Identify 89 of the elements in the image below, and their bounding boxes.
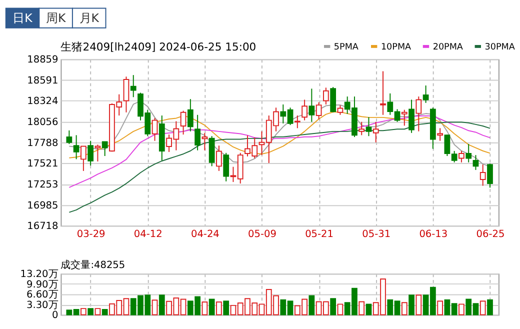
- bar: [158, 294, 165, 316]
- y-tick-label: 13.20万: [20, 269, 58, 280]
- candlestick: [330, 86, 336, 113]
- candlestick: [372, 121, 379, 143]
- bar: [330, 298, 336, 316]
- bar: [216, 302, 222, 316]
- x-tick-label: 05-31: [362, 228, 391, 240]
- candlestick: [316, 102, 322, 120]
- bar: [94, 308, 101, 316]
- y-tick-label: 16985: [27, 200, 58, 212]
- candlestick: [88, 140, 94, 166]
- candlestick: [216, 145, 222, 172]
- candlestick: [152, 118, 158, 142]
- text: 周K: [46, 10, 66, 25]
- candlestick: [472, 154, 479, 170]
- x-tick-label: 05-21: [305, 228, 334, 240]
- candlestick: [223, 152, 230, 182]
- candlestick: [308, 88, 315, 122]
- text: 月K: [79, 10, 100, 25]
- candlestick: [73, 134, 80, 160]
- legend-label: 10PMA: [380, 42, 412, 52]
- legend-label: 20PMA: [432, 42, 463, 52]
- bar: [337, 304, 344, 316]
- chart-title: 生猪2409[lh2409] 2024-06-25 15:00: [60, 40, 256, 54]
- chart-title: 成交量:48255: [60, 258, 126, 271]
- y-tick-label: 18324: [27, 96, 58, 108]
- y-tick-label: 16718: [27, 221, 58, 232]
- bar: [88, 308, 94, 316]
- candlestick: [358, 121, 365, 136]
- y-tick-label: 17521: [27, 158, 58, 170]
- legend-label: 5PMA: [334, 42, 358, 52]
- bar: [416, 294, 422, 316]
- x-tick-label: 03-29: [76, 228, 106, 240]
- x-tick-label: 05-09: [248, 228, 276, 240]
- candlestick: [466, 144, 472, 163]
- candlestick: [458, 150, 464, 163]
- y-tick-label: 17253: [27, 180, 58, 190]
- candlestick: [323, 87, 329, 105]
- candlestick: [366, 116, 372, 137]
- bar: [80, 308, 86, 316]
- candlestick: [480, 164, 486, 186]
- bar: [152, 300, 158, 316]
- candlestick: [94, 144, 101, 162]
- bar: [366, 304, 372, 316]
- candlestick: [337, 104, 344, 116]
- bar: [223, 300, 230, 316]
- candlestick: [194, 114, 200, 151]
- y-tick-label: 18591: [27, 75, 58, 86]
- x-tick-label: 04-24: [190, 228, 220, 240]
- bar: [208, 298, 215, 316]
- bar: [358, 301, 365, 316]
- bar: [408, 294, 414, 316]
- bar: [480, 300, 486, 316]
- bar: [401, 302, 408, 316]
- candlestick: [487, 163, 493, 188]
- y-tick-label: 0: [52, 310, 58, 322]
- candlestick: [202, 132, 208, 151]
- bar: [308, 295, 315, 316]
- y-tick-label: 6.60万: [26, 290, 58, 301]
- y-tick-label: 9.90万: [26, 279, 58, 290]
- text: 日K: [12, 10, 33, 25]
- candlestick: [66, 130, 72, 145]
- candlestick: [416, 96, 422, 132]
- candlestick: [130, 74, 136, 98]
- candlestick: [437, 128, 444, 142]
- bar: [102, 309, 108, 316]
- candlestick: [102, 141, 108, 156]
- x-tick-label: 04-12: [134, 228, 162, 240]
- candlestick: [422, 84, 429, 104]
- candlestick: [180, 110, 186, 136]
- y-tick-label: 18056: [27, 117, 58, 128]
- y-tick-label: 17788: [27, 138, 58, 149]
- y-tick-label: 18859: [27, 54, 58, 66]
- candlestick: [302, 99, 308, 121]
- legend-label: 30PMA: [484, 42, 515, 52]
- x-tick-label: 06-13: [419, 228, 448, 240]
- candlestick: [187, 98, 194, 132]
- candlestick: [80, 146, 86, 172]
- x-tick-label: 06-25: [476, 228, 505, 240]
- candlestick: [408, 99, 414, 134]
- y-tick-label: 3.30万: [26, 300, 58, 311]
- bar: [202, 302, 208, 316]
- candlestick: [380, 70, 386, 116]
- bar: [458, 304, 464, 316]
- candlestick: [294, 115, 300, 129]
- candlestick: [123, 76, 130, 113]
- candlestick: [401, 109, 408, 126]
- bar: [437, 300, 444, 316]
- bar: [487, 299, 493, 316]
